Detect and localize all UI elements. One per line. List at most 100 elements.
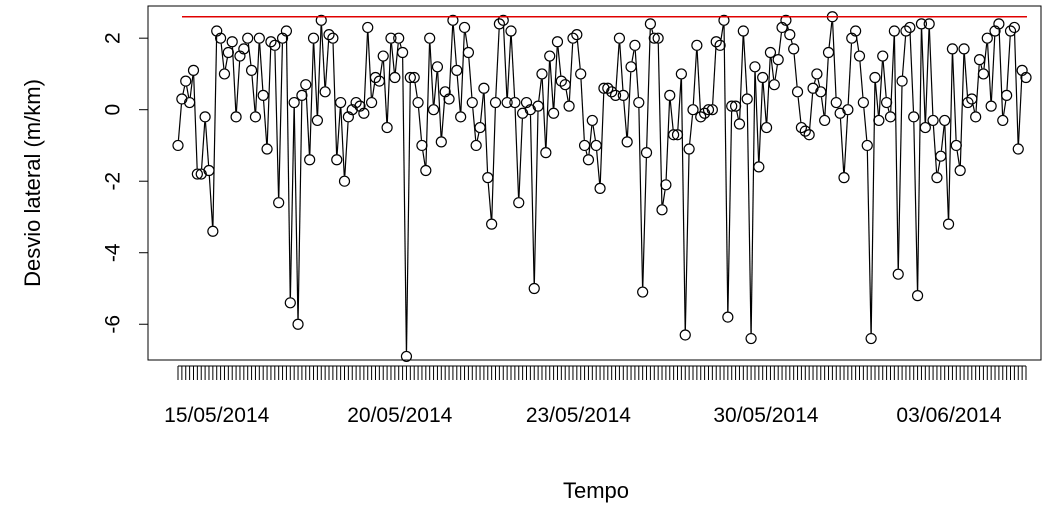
series-segment [615,43,620,90]
data-point [501,96,513,109]
series-segment [476,132,480,141]
series-segment [797,97,802,123]
data-point [331,154,343,166]
data-point [366,96,378,109]
data-point [822,46,835,59]
data-point [691,39,703,51]
y-tick-label: -4 [102,243,125,262]
data-point [687,104,699,116]
data-point [447,14,459,26]
data-point [400,350,413,363]
series-segment [766,57,771,123]
data-point [1001,89,1013,101]
series-segment [422,150,426,166]
series-segment [921,29,926,123]
data-point [668,129,680,141]
y-axis: 2 0 -2 -4 -6 [102,32,149,334]
data-point [381,121,393,134]
data-point [389,71,401,84]
series-points [172,11,1032,363]
series-segment [839,118,845,173]
data-point [350,96,362,109]
data-point [602,82,614,94]
series-segment [367,32,372,98]
data-point [455,111,467,123]
data-point [466,96,478,109]
data-point [536,68,548,80]
data-point [265,36,277,48]
data-point [985,100,997,112]
data-point [683,143,695,155]
series-segment [758,82,764,162]
series-segment [332,43,338,155]
data-point [745,332,757,345]
data-point [509,96,521,109]
data-point [393,32,405,44]
series-segment [580,79,585,140]
data-point [904,21,916,34]
series-segment [204,122,210,166]
series-segment [585,150,588,155]
series-segment [220,43,225,69]
data-point [706,104,718,116]
series-segment [182,86,186,94]
x-tick-label: 15/05/2014 [164,404,269,427]
series-segments [177,22,1023,351]
data-point [292,318,304,330]
series-segment [727,111,733,312]
series-segment [820,97,825,116]
series-segment [186,86,190,98]
data-point [362,21,374,34]
series-segment [866,150,872,334]
data-point [547,107,560,119]
series-segment [514,108,520,198]
data-point [695,111,707,123]
data-point [861,139,873,152]
series-segment [285,36,291,298]
data-point [830,96,842,109]
series-segment [344,122,349,176]
series-segment [746,104,752,334]
series-segment [441,97,446,137]
data-point [621,136,633,148]
series-segment [924,29,930,123]
series-segment [1017,75,1023,144]
series-segment [193,75,198,169]
series-segment [545,61,551,148]
data-point [280,25,293,37]
series-segment [790,39,793,44]
data-point [369,71,382,84]
data-point [966,93,978,105]
data-point [238,43,250,55]
data-point [586,114,598,127]
data-point [184,96,196,109]
data-point [753,161,765,173]
series-segment [487,183,492,219]
series-segment [452,25,457,65]
data-point [191,168,203,180]
data-point [791,86,804,98]
series-segment [750,72,756,334]
series-segment [786,25,789,30]
data-point [304,154,316,166]
data-point [245,64,258,76]
series-segment [712,47,717,105]
data-point [803,129,815,141]
data-point [950,139,962,152]
data-point [749,61,761,73]
series-segment [948,54,953,219]
series-segment [596,150,601,183]
data-point [609,89,622,101]
series-segment [405,83,411,351]
series-segment [642,158,647,287]
data-point [214,32,227,44]
series-segment [631,50,635,62]
data-point [578,139,591,152]
data-point [551,36,564,48]
data-point [729,100,742,112]
data-point [606,86,618,98]
data-point [474,121,486,134]
series-segment [870,83,876,334]
series-segment [998,29,1004,115]
y-tick-label: -2 [102,172,125,191]
